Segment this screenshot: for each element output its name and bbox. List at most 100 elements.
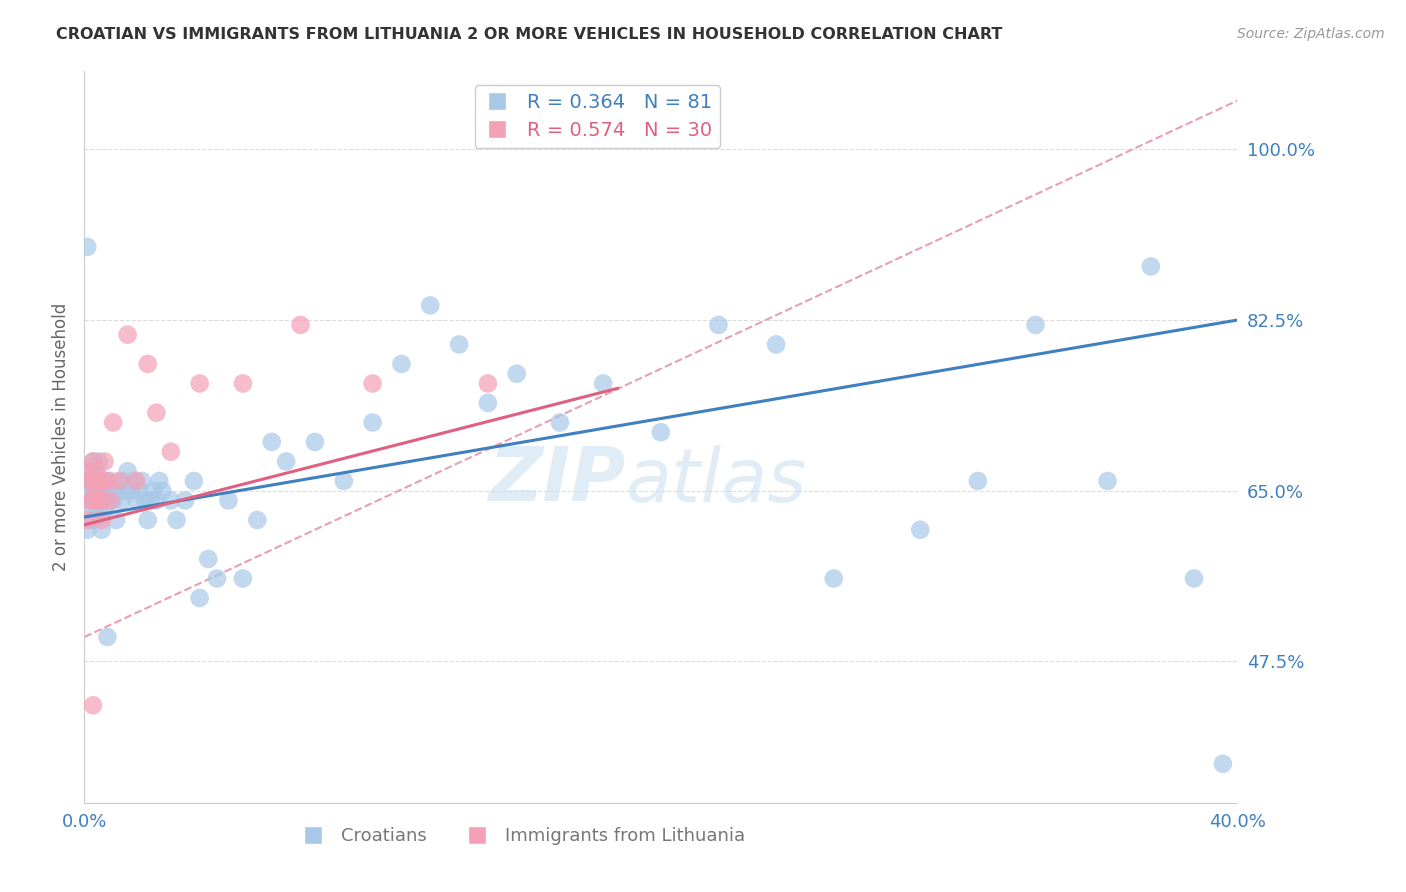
Point <box>84 464 107 478</box>
Point <box>76 513 98 527</box>
Point <box>87 474 110 488</box>
Point <box>205 572 228 586</box>
Point <box>111 474 134 488</box>
Point <box>136 513 159 527</box>
Point <box>93 454 115 468</box>
Point <box>82 483 104 498</box>
Point <box>125 474 148 488</box>
Point <box>134 493 156 508</box>
Point <box>145 493 167 508</box>
Point <box>93 503 115 517</box>
Point <box>120 483 142 498</box>
Point <box>82 454 104 468</box>
Point <box>79 464 101 478</box>
Point <box>82 493 104 508</box>
Point <box>967 474 990 488</box>
Point <box>111 493 134 508</box>
Point <box>84 483 107 498</box>
Point <box>98 493 121 508</box>
Point <box>183 474 205 488</box>
Point <box>361 376 384 391</box>
Point <box>103 416 124 430</box>
Point <box>160 444 183 458</box>
Point <box>1212 756 1234 771</box>
Point <box>98 474 121 488</box>
Point <box>76 464 98 478</box>
Point <box>131 474 153 488</box>
Point <box>419 298 441 312</box>
Point <box>79 493 101 508</box>
Point <box>188 376 211 391</box>
Point <box>105 513 128 527</box>
Point <box>93 474 115 488</box>
Point <box>122 474 145 488</box>
Y-axis label: 2 or more Vehicles in Household: 2 or more Vehicles in Household <box>52 303 70 571</box>
Text: Source: ZipAtlas.com: Source: ZipAtlas.com <box>1237 27 1385 41</box>
Text: ZIP: ZIP <box>489 444 626 517</box>
Point <box>128 483 150 498</box>
Point <box>290 318 312 332</box>
Point <box>197 552 219 566</box>
Point <box>117 327 139 342</box>
Point <box>232 572 254 586</box>
Point <box>1025 318 1047 332</box>
Point <box>90 493 112 508</box>
Point <box>765 337 787 351</box>
Point <box>148 474 170 488</box>
Point <box>76 503 98 517</box>
Point <box>449 337 471 351</box>
Point <box>96 483 118 498</box>
Point <box>84 493 107 508</box>
Legend: Croatians, Immigrants from Lithuania: Croatians, Immigrants from Lithuania <box>292 820 752 852</box>
Point <box>90 483 112 498</box>
Point <box>93 474 115 488</box>
Point <box>260 434 283 449</box>
Point <box>79 483 101 498</box>
Point <box>79 474 101 488</box>
Point <box>139 493 162 508</box>
Point <box>96 630 118 644</box>
Point <box>90 523 112 537</box>
Point <box>650 425 672 440</box>
Point <box>82 698 104 713</box>
Point <box>548 416 571 430</box>
Point <box>87 503 110 517</box>
Point <box>174 493 197 508</box>
Point <box>142 483 165 498</box>
Point <box>103 493 124 508</box>
Point <box>76 474 98 488</box>
Point <box>125 493 148 508</box>
Point <box>707 318 730 332</box>
Point <box>276 454 298 468</box>
Point <box>136 357 159 371</box>
Point <box>304 434 326 449</box>
Point <box>361 416 384 430</box>
Point <box>87 454 110 468</box>
Point <box>82 454 104 468</box>
Point <box>592 376 614 391</box>
Point <box>333 474 356 488</box>
Point <box>82 474 104 488</box>
Point <box>1097 474 1119 488</box>
Point <box>76 240 98 254</box>
Point <box>117 464 139 478</box>
Point <box>114 483 136 498</box>
Point <box>150 483 173 498</box>
Point <box>188 591 211 605</box>
Point <box>108 474 131 488</box>
Point <box>145 406 167 420</box>
Point <box>1182 572 1205 586</box>
Point <box>232 376 254 391</box>
Point <box>246 513 269 527</box>
Point <box>82 513 104 527</box>
Point <box>98 493 121 508</box>
Point <box>391 357 413 371</box>
Point <box>477 396 499 410</box>
Point <box>103 483 124 498</box>
Point <box>84 483 107 498</box>
Point <box>108 483 131 498</box>
Point <box>96 474 118 488</box>
Point <box>910 523 932 537</box>
Point <box>79 474 101 488</box>
Point <box>87 493 110 508</box>
